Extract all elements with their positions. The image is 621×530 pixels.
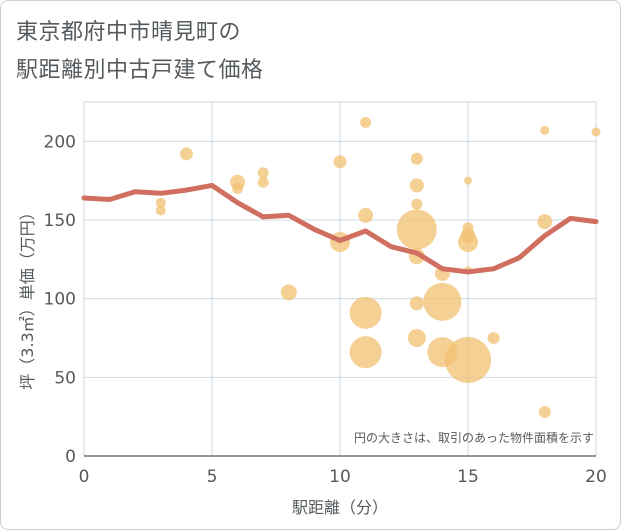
chart-title-line1: 東京都府中市晴見町の bbox=[16, 20, 242, 45]
y-tick-label: 0 bbox=[65, 447, 76, 467]
data-bubble bbox=[409, 296, 424, 311]
grid bbox=[83, 101, 597, 457]
x-tick-label: 0 bbox=[79, 467, 90, 487]
y-tick-label: 150 bbox=[44, 211, 76, 231]
x-tick-label: 5 bbox=[207, 467, 218, 487]
data-bubble bbox=[423, 282, 462, 321]
data-bubble bbox=[458, 232, 478, 253]
data-bubble bbox=[360, 116, 372, 128]
data-bubble bbox=[155, 197, 166, 208]
data-bubble bbox=[445, 337, 491, 384]
data-bubble bbox=[333, 155, 347, 169]
x-tick-label: 15 bbox=[457, 467, 479, 487]
data-bubble bbox=[179, 147, 193, 161]
data-bubble bbox=[407, 329, 426, 347]
data-bubble bbox=[411, 198, 423, 210]
x-tick-label: 20 bbox=[585, 467, 607, 487]
x-axis-title: 駅距離（分） bbox=[292, 498, 388, 517]
y-axis-title: 坪（3.3㎡）単価（万円） bbox=[18, 204, 37, 389]
data-bubble bbox=[591, 127, 601, 137]
trend-line bbox=[81, 182, 599, 275]
data-bubble bbox=[396, 209, 437, 250]
x-tick-label: 10 bbox=[329, 467, 351, 487]
chart-title-line2: 駅距離別中古戸建て価格 bbox=[16, 58, 264, 83]
data-bubble bbox=[410, 152, 423, 165]
data-bubble bbox=[257, 167, 269, 179]
data-bubble bbox=[464, 176, 472, 185]
data-bubble bbox=[349, 336, 382, 369]
data-bubble bbox=[358, 207, 374, 223]
data-bubble bbox=[537, 214, 553, 230]
data-bubble bbox=[349, 296, 382, 329]
data-bubble bbox=[280, 284, 297, 301]
data-bubble bbox=[257, 176, 269, 188]
data-bubble bbox=[540, 125, 550, 135]
y-tick-label: 200 bbox=[44, 132, 76, 152]
y-tick-label: 100 bbox=[44, 290, 76, 310]
y-tick-label: 50 bbox=[54, 368, 76, 388]
data-bubble bbox=[538, 405, 551, 418]
data-bubble bbox=[487, 332, 500, 344]
data-bubble bbox=[232, 183, 244, 195]
bubbles bbox=[155, 116, 601, 418]
data-bubble bbox=[409, 178, 424, 193]
size-note: 円の大きさは、取引のあった物件面積を示す bbox=[354, 430, 594, 445]
data-bubble bbox=[155, 205, 166, 216]
